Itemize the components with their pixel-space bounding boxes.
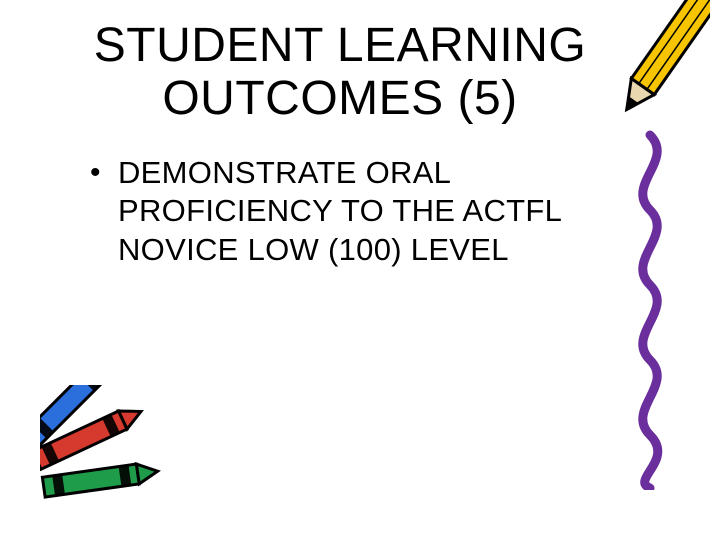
squiggle-line-icon (620, 130, 680, 490)
bullet-item: DEMONSTRATE ORAL PROFICIENCY TO THE ACTF… (90, 154, 610, 270)
slide-title: STUDENT LEARNING OUTCOMES (5) (70, 20, 610, 126)
crayons-icon (40, 385, 200, 515)
pencil-icon (610, 0, 710, 132)
bullet-list: DEMONSTRATE ORAL PROFICIENCY TO THE ACTF… (70, 154, 610, 270)
slide: STUDENT LEARNING OUTCOMES (5) DEMONSTRAT… (0, 0, 720, 540)
